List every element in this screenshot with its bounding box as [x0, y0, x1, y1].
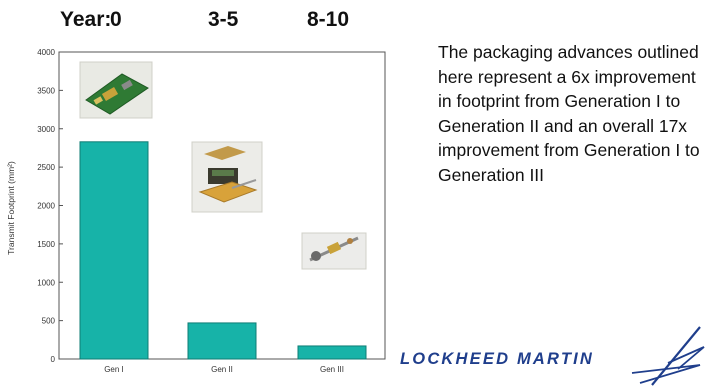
lockheed-martin-logo: LOCKHEED MARTIN: [400, 325, 705, 389]
y-tick-label: 4000: [37, 48, 55, 57]
year-header: Year: 0 3-5 8-10: [0, 8, 400, 38]
y-tick-label: 2500: [37, 163, 55, 172]
y-tick-label: 1000: [37, 278, 55, 287]
y-tick-label: 3500: [37, 86, 55, 95]
x-tick-label-gen-iii: Gen III: [320, 365, 344, 374]
logo-text: LOCKHEED MARTIN: [400, 350, 595, 368]
y-tick-label: 3000: [37, 125, 55, 134]
gen-2-module-photo: [191, 141, 263, 213]
y-tick-label: 1500: [37, 240, 55, 249]
star-logo-icon: [631, 326, 705, 386]
footprint-bar-chart: Gen I Gen II Gen III 0 500 1000 1500 2000 2500 30…: [6, 48, 386, 374]
bar-gen-ii: [187, 322, 257, 360]
y-axis-label: Transmit Footprint (mm²): [6, 161, 16, 255]
y-tick-label: 2000: [37, 202, 55, 211]
description-text: The packaging advances outlined here rep…: [438, 42, 700, 185]
x-tick-label-gen-i: Gen I: [104, 365, 124, 374]
period-gen-1: 0: [110, 8, 122, 31]
y-tick-label: 0: [51, 355, 56, 364]
x-tick-label-gen-ii: Gen II: [211, 365, 233, 374]
period-gen-3: 8-10: [307, 8, 350, 31]
y-tick-label: 500: [42, 317, 56, 326]
gen-3-device-photo: [301, 232, 367, 270]
year-label: Year:: [60, 8, 112, 31]
bar-gen-i: [79, 141, 149, 360]
period-gen-2: 3-5: [208, 8, 239, 31]
gen-1-board-photo: [79, 61, 153, 119]
bar-gen-iii: [297, 345, 367, 360]
